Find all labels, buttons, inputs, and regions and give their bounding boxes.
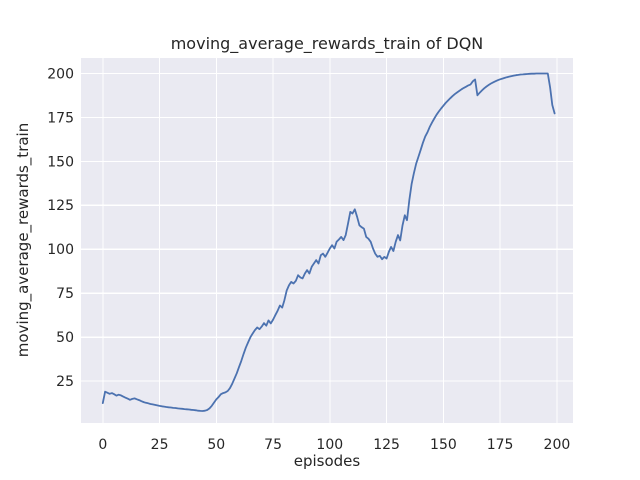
x-tick-label: 125 — [373, 437, 400, 453]
x-tick-label: 150 — [430, 437, 457, 453]
x-tick-label: 0 — [98, 437, 107, 453]
y-tick-label: 25 — [56, 374, 74, 390]
x-tick-label: 100 — [316, 437, 343, 453]
y-tick-label: 75 — [56, 286, 74, 302]
chart-title: moving_average_rewards_train of DQN — [170, 34, 484, 53]
y-tick-label: 175 — [47, 110, 74, 126]
y-tick-label: 150 — [47, 154, 74, 170]
x-tick-label: 75 — [264, 437, 282, 453]
y-tick-label: 200 — [47, 66, 74, 82]
x-tick-label: 25 — [151, 437, 169, 453]
plot-background — [81, 58, 573, 423]
y-tick-label: 50 — [56, 330, 74, 346]
series-line — [101, 72, 556, 412]
x-tick-label: 200 — [544, 437, 571, 453]
y-tick-label: 125 — [47, 198, 74, 214]
y-tick-label: 100 — [47, 242, 74, 258]
x-tick-label: 50 — [207, 437, 225, 453]
x-axis-label: episodes — [293, 452, 361, 470]
y-axis-label: moving_average_rewards_train — [14, 122, 32, 358]
x-tick-label: 175 — [487, 437, 514, 453]
